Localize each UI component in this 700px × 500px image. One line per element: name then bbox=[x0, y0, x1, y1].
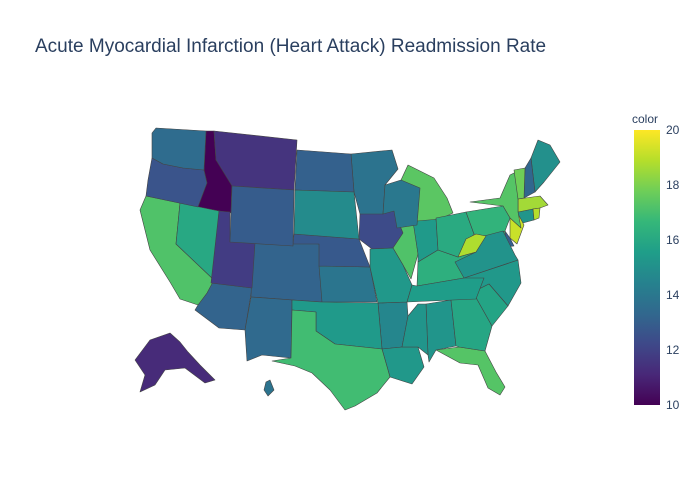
chart-title: Acute Myocardial Infarction (Heart Attac… bbox=[35, 36, 546, 57]
us-states-map bbox=[134, 127, 561, 411]
colorbar bbox=[634, 130, 660, 405]
colorbar-tick-label: 10 bbox=[666, 398, 680, 412]
state-sd[interactable] bbox=[293, 189, 360, 240]
state-ks[interactable] bbox=[318, 265, 378, 303]
state-wa[interactable] bbox=[151, 127, 207, 171]
colorbar-tick-label: 12 bbox=[666, 343, 680, 357]
state-nm[interactable] bbox=[244, 296, 293, 362]
colorbar-tick-label: 14 bbox=[666, 288, 680, 302]
state-wi[interactable] bbox=[382, 179, 421, 229]
state-vt[interactable] bbox=[513, 167, 526, 200]
state-hi[interactable] bbox=[263, 379, 275, 397]
colorbar-ticks: 10 12 14 16 18 20 bbox=[666, 123, 680, 412]
state-ak[interactable] bbox=[134, 332, 216, 393]
state-wy[interactable] bbox=[229, 185, 295, 247]
colorbar-tick-label: 20 bbox=[666, 123, 680, 137]
colorbar-tick-label: 16 bbox=[666, 233, 680, 247]
colorbar-title: color bbox=[632, 112, 658, 126]
state-pa[interactable] bbox=[465, 205, 511, 237]
state-wv[interactable] bbox=[457, 233, 487, 258]
state-nd[interactable] bbox=[294, 149, 355, 193]
state-co[interactable] bbox=[250, 239, 323, 303]
state-ri[interactable] bbox=[532, 207, 541, 221]
state-tn[interactable] bbox=[406, 277, 485, 303]
state-tx[interactable] bbox=[271, 309, 391, 411]
colorbar-tick-label: 18 bbox=[666, 178, 680, 192]
state-ms[interactable] bbox=[401, 303, 429, 356]
